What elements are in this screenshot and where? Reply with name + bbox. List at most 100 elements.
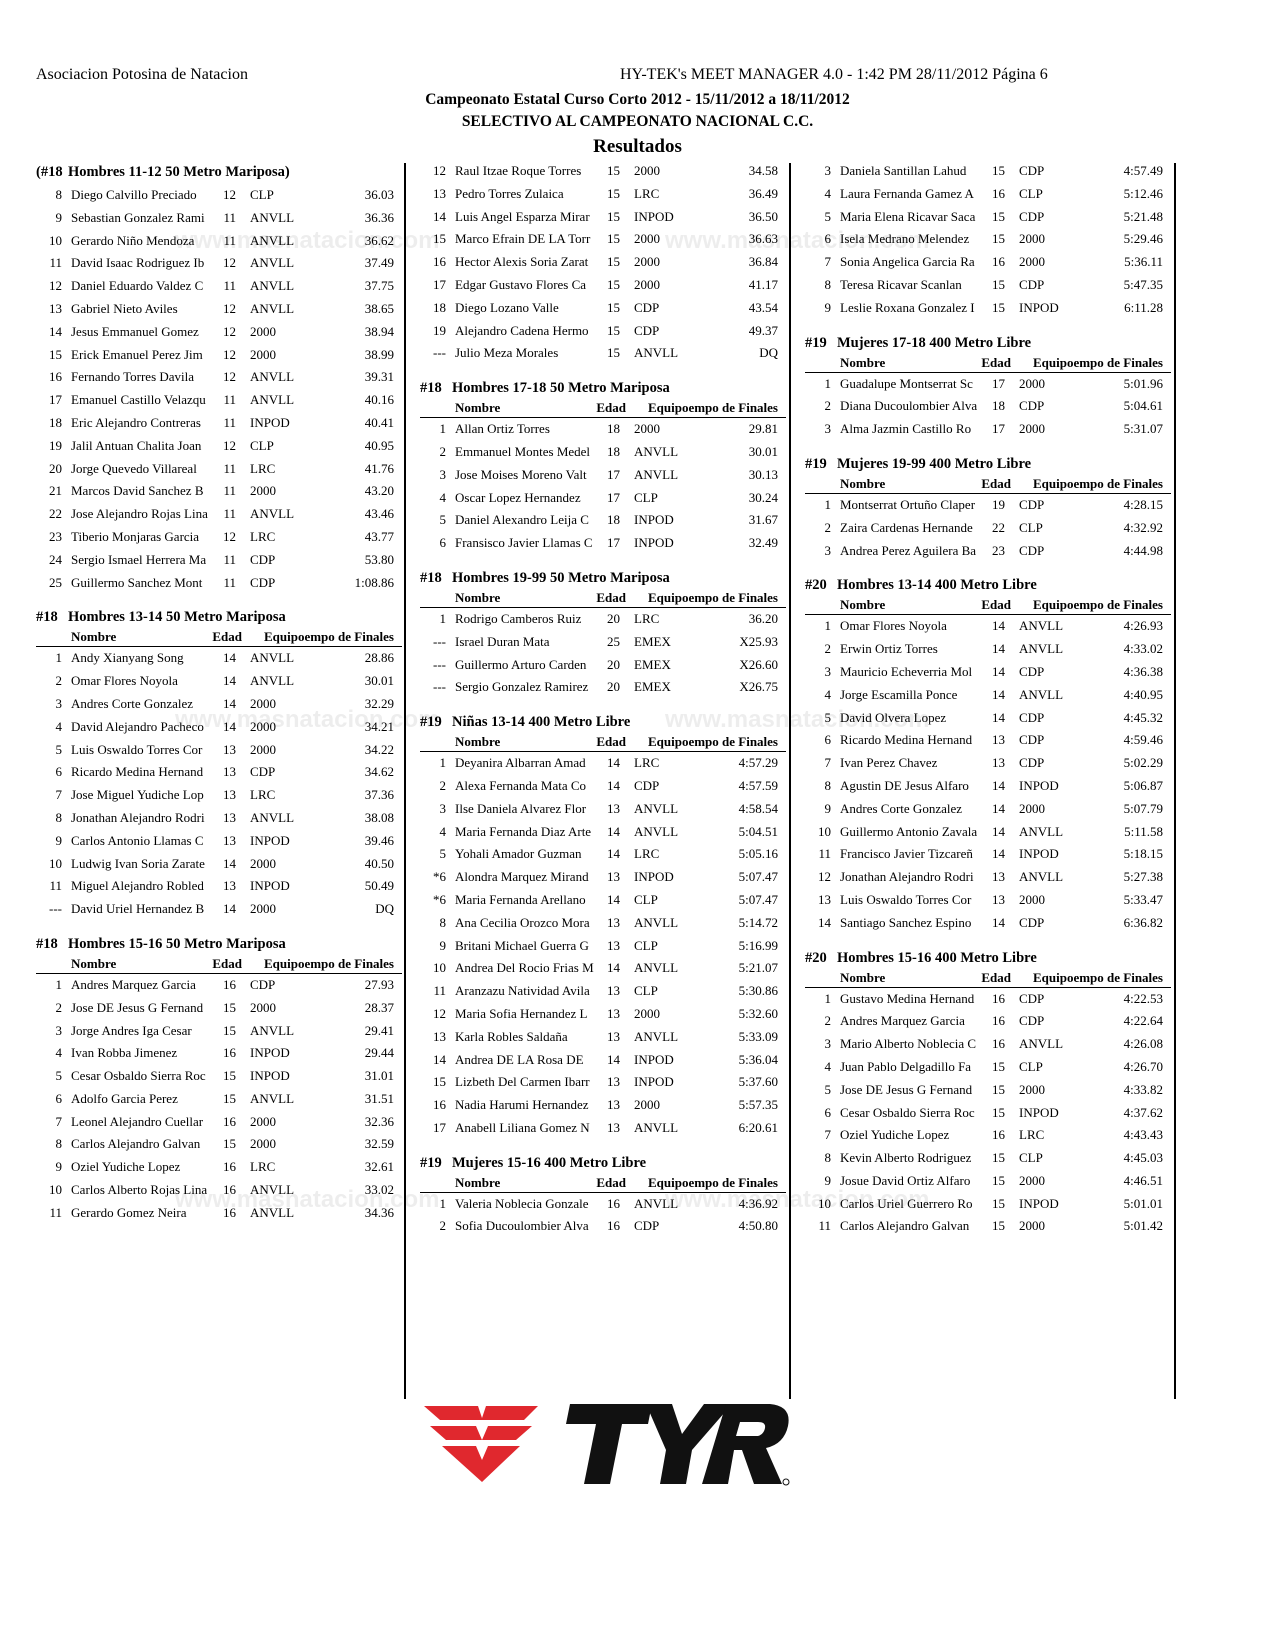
place: 2 [439, 777, 447, 793]
result-row: 9 Sebastian Gonzalez Rami 11 ANVLL 36.36 [36, 207, 402, 230]
place: 2 [824, 1013, 832, 1029]
final-time: 4:33.02 [1123, 641, 1163, 657]
event-number: #20 [805, 949, 827, 966]
event-header: #18 Hombres 15-16 50 Metro Mariposa [36, 932, 402, 956]
result-row: 2 Alexa Fernanda Mata Co 14 CDP 4:57.59 [420, 775, 786, 798]
swimmer-name: Diego Calvillo Preciado [71, 187, 197, 202]
column-header-age: Edad [596, 734, 626, 750]
swimmer-name: Sebastian Gonzalez Rami [71, 209, 205, 225]
team: ANVLL [634, 345, 679, 361]
team: CDP [250, 764, 276, 780]
result-row: 1 Valeria Noblecia Gonzale 16 ANVLL 4:36.92 [420, 1193, 786, 1216]
team: ANVLL [250, 1204, 295, 1220]
event-block: #18 Hombres 19-99 50 Metro Mariposa Nombre… [420, 566, 786, 699]
team: ANVLL [250, 392, 295, 408]
team: CDP [634, 299, 660, 315]
event-header: #20 Hombres 13-14 400 Metro Libre [805, 573, 1171, 597]
final-time: 31.51 [364, 1090, 394, 1106]
age: 16 [992, 185, 1005, 201]
final-time: 34.36 [364, 1204, 394, 1220]
team: 2000 [634, 1005, 660, 1021]
event-number: #18 [36, 935, 58, 952]
team: 2000 [250, 855, 276, 871]
place: 10 [49, 232, 62, 248]
team: ANVLL [634, 914, 679, 930]
team: LRC [634, 610, 660, 626]
event-title: Mujeres 15-16 400 Metro Libre [452, 1154, 647, 1171]
team: EMEX [634, 679, 671, 695]
result-row: 18 Eric Alejandro Contreras 11 INPOD 40.41 [36, 412, 402, 435]
result-row: 10 Gerardo Niño Mendoza 11 ANVLL 36.62 [36, 230, 402, 253]
result-row: 16 Nadia Harumi Hernandez 13 2000 5:57.35 [420, 1094, 786, 1117]
result-row: 14 Luis Angel Esparza Mirar 15 INPOD 36.50 [420, 206, 786, 229]
swimmer-name: Aranzazu Natividad Avila [455, 983, 590, 999]
team: ANVLL [250, 209, 295, 225]
place: 1 [55, 650, 63, 666]
swimmer-name: Andres Corte Gonzalez [71, 695, 194, 711]
final-time: 5:57.35 [738, 1097, 778, 1113]
age: 16 [223, 1182, 236, 1198]
swimmer-name: Eric Alejandro Contreras [71, 414, 201, 430]
swimmer-name: Diego Lozano Valle [455, 299, 559, 315]
final-time: 5:14.72 [738, 914, 778, 930]
final-time: 4:26.08 [1123, 1036, 1163, 1052]
result-row: 5 Cesar Osbaldo Sierra Roc 15 INPOD 31.01 [36, 1065, 402, 1088]
result-row: 6 Ricardo Medina Hernand 13 CDP 34.62 [36, 761, 402, 784]
final-time: 4:26.93 [1123, 618, 1163, 634]
result-row: 10 Andrea Del Rocio Frias M 14 ANVLL 5:21.07 [420, 957, 786, 980]
column-header-name: Nombre [840, 354, 886, 370]
age: 11 [223, 574, 236, 590]
event-title: Hombres 19-99 50 Metro Mariposa [452, 569, 670, 586]
age: 15 [607, 254, 620, 270]
place: 6 [439, 535, 447, 551]
final-time: 4:32.92 [1123, 519, 1163, 535]
column-headers: Nombre Edad Equipoempo de Finales [420, 400, 786, 419]
age: 15 [992, 231, 1005, 247]
team: INPOD [634, 1074, 674, 1090]
place: 24 [49, 551, 62, 567]
result-row: 17 Anabell Liliana Gomez N 13 ANVLL 6:20.61 [420, 1117, 786, 1140]
result-row: 2 Zaira Cardenas Hernande 22 CLP 4:32.92 [805, 517, 1171, 540]
team: CDP [1019, 709, 1045, 725]
place: 1 [824, 990, 832, 1006]
result-row: 10 Guillermo Antonio Zavala 14 ANVLL 5:11.58 [805, 821, 1171, 844]
final-time: 34.21 [364, 718, 394, 734]
place: 3 [824, 663, 832, 679]
final-time: 36.49 [748, 185, 778, 201]
result-row: 25 Guillermo Sanchez Mont 11 CDP 1:08.86 [36, 572, 402, 595]
place: 14 [49, 323, 62, 339]
final-time: 4:57.29 [738, 755, 778, 771]
swimmer-name: Daniel Alexandro Leija C [455, 512, 589, 528]
swimmer-name: Andrea Perez Aguilera Ba [840, 542, 977, 558]
result-row: 11 Miguel Alejandro Robled 13 INPOD 50.49 [36, 875, 402, 898]
age: 11 [223, 232, 236, 248]
final-time: 5:36.04 [738, 1051, 778, 1067]
swimmer-name: Alma Jazmin Castillo Ro [840, 421, 972, 437]
place: 9 [824, 1172, 832, 1188]
column-header-team-time: Equipoempo de Finales [647, 400, 778, 416]
team: ANVLL [634, 1195, 679, 1211]
swimmer-name: Guillermo Arturo Carden [455, 656, 587, 672]
team: CLP [634, 937, 658, 953]
result-row: 1 Rodrigo Camberos Ruiz 20 LRC 36.20 [420, 608, 786, 631]
team: LRC [634, 755, 660, 771]
team: ANVLL [1019, 641, 1064, 657]
final-time: 4:50.80 [738, 1218, 778, 1234]
swimmer-name: Ludwig Ivan Soria Zarate [71, 855, 205, 871]
result-row: 1 Omar Flores Noyola 14 ANVLL 4:26.93 [805, 615, 1171, 638]
team: 2000 [634, 163, 660, 178]
result-row: 3 Mauricio Echeverria Mol 14 CDP 4:36.38 [805, 661, 1171, 684]
place: 1 [439, 610, 447, 626]
age: 13 [607, 914, 620, 930]
final-time: 40.50 [364, 855, 394, 871]
final-time: 34.22 [364, 741, 394, 757]
age: 13 [607, 937, 620, 953]
team: CLP [1019, 1150, 1043, 1166]
age: 14 [992, 846, 1005, 862]
place: 2 [55, 999, 63, 1015]
swimmer-name: Omar Flores Noyola [840, 618, 947, 634]
event-title: Hombres 13-14 400 Metro Libre [837, 577, 1037, 594]
final-time: 43.46 [364, 506, 394, 522]
result-row: 10 Carlos Uriel Guerrero Ro 15 INPOD 5:01.01 [805, 1193, 1171, 1216]
team: INPOD [250, 414, 290, 430]
